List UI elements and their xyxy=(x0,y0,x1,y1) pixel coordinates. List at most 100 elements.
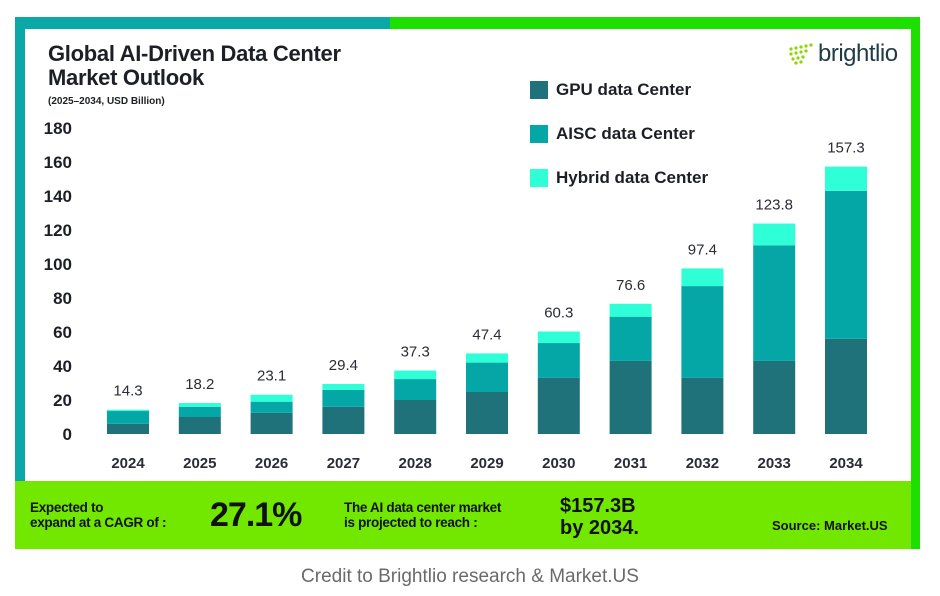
market-value-line1: $157.3B xyxy=(560,495,636,517)
y-tick-label: 20 xyxy=(53,391,72,410)
y-tick-label: 180 xyxy=(44,119,72,138)
legend-swatch-aisc xyxy=(530,125,548,143)
x-tick-label: 2026 xyxy=(255,455,288,472)
y-tick-label: 80 xyxy=(53,289,72,308)
source-label: Source: Market.US xyxy=(772,518,888,533)
total-value-label: 157.3 xyxy=(827,140,865,157)
total-value-label: 14.3 xyxy=(113,383,142,400)
cagr-label: Expected to expand at a CAGR of : xyxy=(30,500,167,530)
bar-segment-gpu xyxy=(753,360,796,434)
chart-subtitle: (2025–2034, USD Billion) xyxy=(48,96,165,107)
bar-segment-hybrid xyxy=(537,331,580,344)
total-value-label: 18.2 xyxy=(185,376,214,393)
bar-segment-aisc xyxy=(250,401,293,413)
footer-band xyxy=(15,481,911,549)
bar-segment-hybrid xyxy=(250,394,293,402)
bar-segment-hybrid xyxy=(178,403,221,407)
bar-segment-gpu xyxy=(466,392,508,434)
logo-dots-icon xyxy=(789,43,813,65)
y-tick-label: 120 xyxy=(44,221,72,240)
market-value: $157.3B by 2034. xyxy=(560,495,639,539)
x-tick-label: 2034 xyxy=(829,455,863,472)
cagr-label-line2: expand at a CAGR of : xyxy=(30,515,167,530)
legend-label-gpu: GPU data Center xyxy=(556,80,692,99)
chart-title: Global AI-Driven Data Center Market Outl… xyxy=(48,42,341,90)
cagr-value: 27.1% xyxy=(210,496,302,534)
bar-segment-gpu xyxy=(250,412,293,434)
total-value-label: 60.3 xyxy=(544,304,573,321)
left-border xyxy=(15,17,25,482)
bar-segment-hybrid xyxy=(322,384,365,390)
stacked-bar-chart: 0 20 40 60 80 100 120 140 160 180 14.3 2024 18.2 2025… xyxy=(44,119,867,472)
bar-segment-aisc xyxy=(178,406,221,417)
x-tick-label: 2032 xyxy=(686,455,719,472)
bar-segment-gpu xyxy=(394,400,437,434)
logo-text: brightlio xyxy=(818,40,898,67)
y-tick-label: 140 xyxy=(44,187,72,206)
legend-item-gpu: GPU data Center xyxy=(530,68,708,112)
market-value-line2: by 2034. xyxy=(560,517,639,539)
legend-label-hybrid: Hybrid data Center xyxy=(556,168,709,187)
y-tick-label: 0 xyxy=(63,425,72,444)
bar-segment-aisc xyxy=(753,245,796,361)
bar-segment-hybrid xyxy=(394,370,437,380)
bar-segment-aisc xyxy=(107,411,149,424)
bar-segment-aisc xyxy=(681,286,724,378)
bar-segment-gpu xyxy=(178,417,221,434)
x-tick-label: 2031 xyxy=(614,455,647,472)
chart-legend: GPU data Center AISC data Center Hybrid … xyxy=(530,68,708,200)
bar-segment-aisc xyxy=(466,362,508,393)
bar-segment-hybrid xyxy=(753,223,796,246)
brand-logo: brightlio xyxy=(788,40,898,68)
x-tick-label: 2033 xyxy=(758,455,791,472)
y-tick-label: 60 xyxy=(53,323,72,342)
market-label-line2: is projected to reach : xyxy=(344,515,478,530)
top-border-teal xyxy=(15,17,390,29)
legend-swatch-hybrid xyxy=(530,169,548,187)
market-label: The AI data center market is projected t… xyxy=(344,500,501,530)
x-tick-label: 2027 xyxy=(327,455,360,472)
bar-segment-aisc xyxy=(322,389,365,407)
legend-item-hybrid: Hybrid data Center xyxy=(530,156,708,200)
chart-title-line1: Global AI-Driven Data Center xyxy=(48,41,341,66)
bar-segment-gpu xyxy=(537,377,580,434)
y-tick-label: 160 xyxy=(44,153,72,172)
bar-segment-hybrid xyxy=(825,166,867,191)
bar-segment-gpu xyxy=(609,360,652,434)
y-tick-label: 40 xyxy=(53,357,72,376)
right-border xyxy=(911,17,920,549)
bar-segment-gpu xyxy=(107,423,149,434)
top-border-green xyxy=(390,17,920,29)
legend-label-aisc: AISC data Center xyxy=(556,124,695,143)
bar-segment-gpu xyxy=(681,377,724,434)
x-tick-label: 2024 xyxy=(111,455,145,472)
bar-segment-gpu xyxy=(825,338,867,434)
total-value-label: 47.4 xyxy=(472,326,501,343)
legend-swatch-gpu xyxy=(530,81,548,99)
y-tick-label: 100 xyxy=(44,255,72,274)
bar-segment-aisc xyxy=(825,190,867,339)
bar-segment-aisc xyxy=(609,316,652,361)
bar-segment-hybrid xyxy=(466,353,508,363)
x-tick-label: 2029 xyxy=(470,455,503,472)
bar-segment-gpu xyxy=(322,406,365,434)
total-value-label: 23.1 xyxy=(257,368,286,385)
market-label-line1: The AI data center market xyxy=(344,500,502,515)
image-credit: Credit to Brightlio research & Market.US xyxy=(301,566,639,587)
total-value-label: 97.4 xyxy=(688,241,717,258)
chart-title-line2: Market Outlook xyxy=(48,65,204,90)
bar-segment-aisc xyxy=(394,379,437,400)
total-value-label: 29.4 xyxy=(329,357,358,374)
x-tick-label: 2030 xyxy=(542,455,575,472)
cagr-label-line1: Expected to xyxy=(30,500,104,515)
bar-segment-hybrid xyxy=(681,268,724,287)
bar-segment-hybrid xyxy=(107,409,149,412)
total-value-label: 37.3 xyxy=(401,344,430,361)
bar-segment-aisc xyxy=(537,343,580,378)
total-value-label: 76.6 xyxy=(616,277,645,294)
x-tick-label: 2028 xyxy=(399,455,432,472)
x-tick-label: 2025 xyxy=(183,455,216,472)
total-value-label: 123.8 xyxy=(755,197,793,214)
legend-item-aisc: AISC data Center xyxy=(530,112,708,156)
bar-segment-hybrid xyxy=(609,303,652,317)
